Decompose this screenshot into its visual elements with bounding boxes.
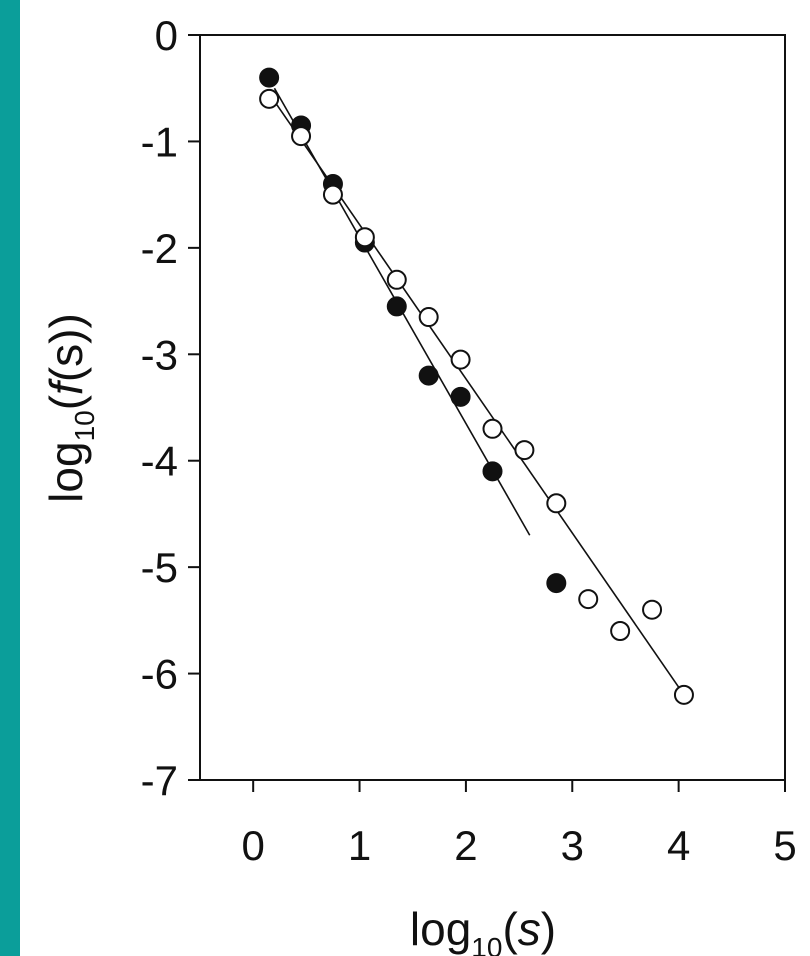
x-tick-label: 0: [242, 822, 265, 869]
open-data-point: [450, 349, 471, 370]
y-tick-label: -7: [141, 757, 178, 804]
x-tick-label: 3: [561, 822, 584, 869]
filled-data-point: [482, 461, 503, 482]
open-data-point: [546, 493, 567, 514]
y-tick-label: 0: [155, 12, 178, 59]
x-tick-label: 1: [348, 822, 371, 869]
open-data-point: [514, 440, 535, 461]
open-data-point: [482, 418, 503, 439]
filled-data-point: [546, 573, 567, 594]
open-data-point: [259, 88, 280, 109]
y-tick-label: -4: [141, 438, 178, 485]
plot-frame: [199, 34, 786, 781]
open-data-point: [418, 307, 439, 328]
y-tick-label: -3: [141, 331, 178, 378]
filled-data-point: [418, 365, 439, 386]
chart-panel: 0 1 2 3 4 5 0 -1 -2 -3 -4 -5 -6 -7 log10(s) log10(f(s…: [20, 0, 810, 956]
open-data-point: [386, 269, 407, 290]
open-data-point: [291, 126, 312, 147]
y-axis-label: log10(f(s)): [40, 313, 100, 503]
open-data-point: [354, 227, 375, 248]
open-data-point: [610, 621, 631, 641]
x-tick-label: 4: [667, 822, 690, 869]
open-data-point: [322, 184, 343, 205]
open-data-point: [578, 589, 599, 610]
x-tick-label: 2: [454, 822, 477, 869]
filled-data-point: [386, 296, 407, 317]
y-tick-label: -6: [141, 651, 178, 698]
open-data-point: [642, 599, 663, 620]
filled-data-point: [450, 386, 471, 407]
y-tick-label: -5: [141, 544, 178, 591]
chart-svg: 0 1 2 3 4 5 0 -1 -2 -3 -4 -5 -6 -7 log10(s) log10(f(s…: [40, 12, 797, 956]
open-data-point: [673, 684, 694, 705]
y-tick-label: -2: [141, 225, 178, 272]
y-tick-label: -1: [141, 118, 178, 165]
x-tick-label: 5: [773, 822, 796, 869]
x-axis-label: log10(s): [410, 903, 556, 956]
filled-data-point: [259, 67, 280, 88]
